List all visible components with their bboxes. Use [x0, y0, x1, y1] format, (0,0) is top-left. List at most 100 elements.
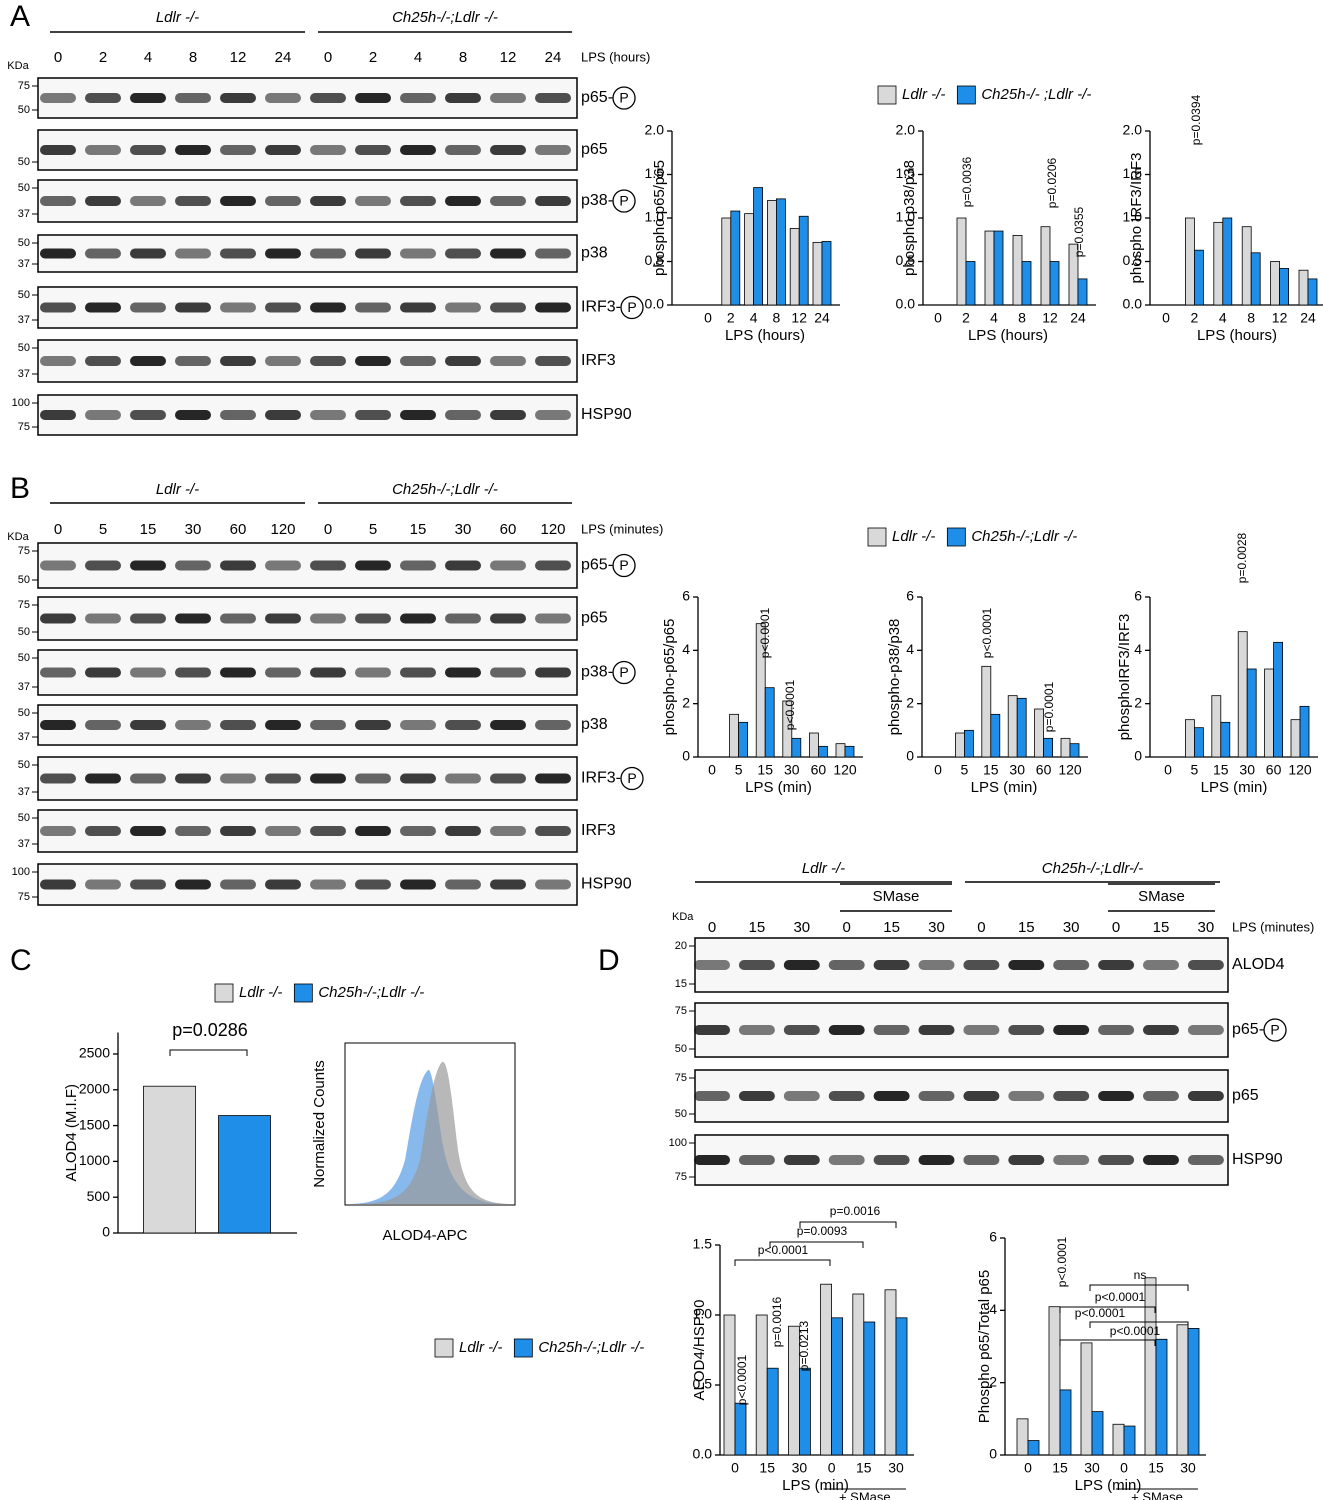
blot-frame: [37, 286, 578, 329]
size-marker: 20: [675, 940, 687, 952]
band: [873, 1091, 910, 1101]
size-marker: 37: [18, 314, 30, 326]
y-tick-label: 4: [906, 641, 914, 657]
x-tick-label: 0: [1120, 1460, 1128, 1476]
bracket: [799, 1221, 897, 1228]
y-tick-label: 500: [87, 1188, 111, 1204]
band: [694, 1025, 730, 1035]
band: [130, 410, 166, 420]
band: [355, 356, 391, 366]
phospho-circle: [612, 86, 636, 110]
band: [355, 879, 391, 890]
bar: [1211, 695, 1222, 758]
band: [400, 302, 436, 313]
band: [40, 356, 76, 366]
x-tick-label: 30: [1009, 762, 1025, 778]
phospho-symbol: P: [619, 90, 628, 106]
band: [265, 410, 301, 420]
legend-swatch: [214, 983, 234, 1003]
size-marker: 37: [18, 368, 30, 380]
bar: [1298, 269, 1309, 306]
x-sublabel: + SMase: [839, 1489, 891, 1500]
bar: [734, 1402, 747, 1456]
band: [694, 1155, 730, 1165]
band: [738, 1025, 775, 1035]
band: [535, 196, 571, 206]
bar: [831, 1317, 843, 1456]
size-marker: 75: [18, 891, 30, 903]
row-label: p65-: [581, 89, 613, 106]
blot-row: [37, 234, 578, 273]
band: [40, 879, 76, 890]
band: [963, 1091, 1000, 1101]
band: [783, 1025, 820, 1035]
x-tick-label: 0: [704, 310, 712, 326]
phospho-circle: [612, 553, 636, 578]
y-axis-title: ALOD4 (M.I.F): [63, 1084, 80, 1182]
band: [310, 410, 346, 420]
bar: [1279, 268, 1289, 306]
x-tick-label: 8: [773, 310, 781, 326]
x-tick-label: 0: [708, 762, 716, 778]
lane-label: 0: [843, 919, 851, 936]
bar: [1034, 708, 1044, 758]
x-tick-label: 120: [833, 762, 857, 778]
x-tick-label: 15: [757, 762, 773, 778]
blot-frame: [37, 234, 578, 273]
band: [918, 1155, 955, 1165]
band: [355, 145, 391, 155]
band: [355, 410, 391, 420]
y-tick-label: 6: [906, 588, 914, 604]
phospho-symbol: P: [619, 664, 628, 680]
x-tick-label: 15: [856, 1460, 872, 1476]
bar: [799, 1367, 811, 1456]
row-label: IRF3-: [581, 770, 621, 787]
blot-row: [694, 1134, 1229, 1186]
band: [1143, 1025, 1179, 1035]
y-tick-label: 2500: [79, 1045, 110, 1061]
bar: [956, 217, 967, 306]
band: [355, 196, 391, 206]
band: [783, 1091, 820, 1101]
blot-row: [694, 937, 1229, 993]
band: [310, 720, 346, 730]
y-tick-label: 4: [989, 1301, 997, 1317]
bar: [1021, 261, 1032, 306]
lane-label: 0: [54, 49, 62, 66]
band: [85, 145, 121, 155]
phospho-symbol: P: [1270, 1022, 1279, 1038]
blot-frame: [37, 704, 578, 746]
phospho-circle: [612, 189, 636, 213]
band: [220, 720, 256, 730]
legend-label: Ch25h-/-;Ldlr -/-: [538, 1339, 644, 1356]
p-value: p<0.0001: [735, 1354, 749, 1405]
band: [130, 302, 166, 313]
lane-label: 2: [99, 49, 107, 66]
band: [85, 720, 121, 730]
band: [265, 356, 301, 366]
x-tick-label: 8: [1247, 310, 1255, 326]
legend-label: Ldlr -/-: [239, 984, 282, 1001]
band: [535, 145, 571, 155]
y-tick-label: 1.0: [645, 209, 665, 225]
band: [490, 93, 526, 103]
lane-label: 60: [500, 521, 517, 538]
band: [873, 1155, 910, 1165]
size-marker: 50: [18, 812, 30, 824]
band: [220, 879, 256, 890]
lane-label: 15: [883, 919, 900, 936]
band: [445, 356, 481, 366]
bar: [1299, 705, 1310, 758]
p-value: p=0.0036: [960, 156, 974, 207]
x-tick-label: 15: [1148, 1460, 1164, 1476]
row-label: p65-: [581, 557, 613, 574]
band: [1187, 1155, 1224, 1165]
band: [85, 410, 121, 420]
bar: [844, 745, 855, 758]
bar: [884, 1289, 897, 1456]
band: [1143, 1155, 1179, 1165]
band: [265, 93, 301, 103]
lane-label: 24: [545, 49, 562, 66]
bar: [1237, 631, 1248, 758]
